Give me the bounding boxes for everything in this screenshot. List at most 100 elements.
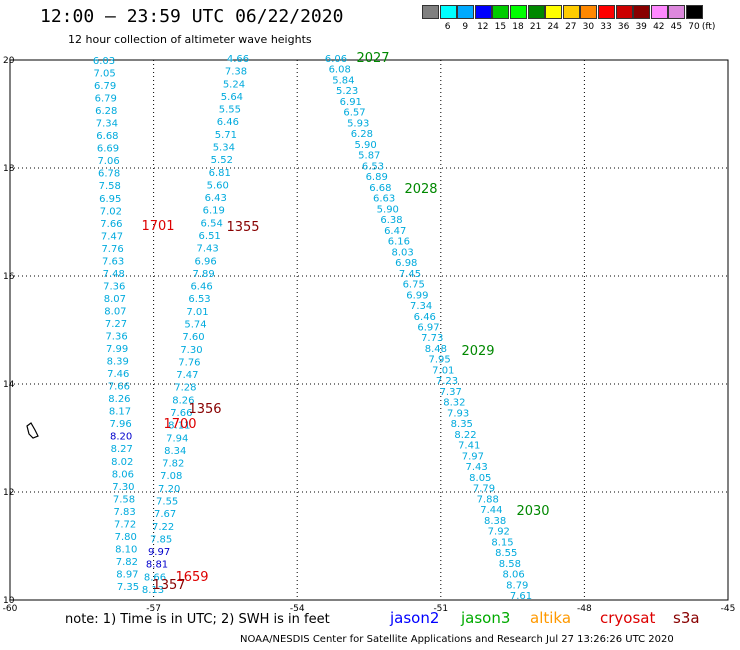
track-c-value: 5.84 — [332, 75, 354, 86]
pass-label-1357: 1357 — [152, 578, 185, 593]
legend-swatch — [510, 5, 527, 19]
legend-swatch — [668, 5, 686, 19]
legend-swatch — [562, 5, 580, 19]
track-a-value: 7.96 — [109, 419, 131, 430]
track-c-value: 8.55 — [495, 548, 517, 559]
sat-cryosat: cryosat — [600, 609, 656, 627]
track-c-value: 8.03 — [391, 247, 413, 258]
track-a-value: 6.95 — [99, 194, 121, 205]
x-tick-label: -45 — [721, 604, 736, 614]
map-frame — [9, 59, 729, 601]
track-b-value: 6.51 — [199, 231, 221, 242]
page-title: 12:00 – 23:59 UTC 06/22/2020 — [40, 6, 344, 27]
legend-swatch — [615, 5, 633, 19]
legend-label: 36 — [617, 22, 630, 32]
track-a-value: 8.20 — [110, 432, 132, 443]
y-tick-label: 14 — [3, 380, 15, 390]
track-c-value: 8.32 — [443, 398, 465, 409]
track-a-value: 8.10 — [115, 544, 137, 555]
track-a-value: 7.58 — [99, 181, 121, 192]
track-c-value: 5.87 — [358, 151, 380, 162]
track-c-value: 6.16 — [388, 237, 410, 248]
pass-label-1356: 1356 — [188, 402, 221, 417]
track-c-value: 6.68 — [369, 183, 391, 194]
track-a-value: 7.35 — [117, 582, 139, 593]
track-c-value: 6.46 — [414, 312, 436, 323]
track-a-value: 8.02 — [111, 457, 133, 468]
footer-note: note: 1) Time is in UTC; 2) SWH is in fe… — [65, 612, 330, 627]
track-c-value: 6.75 — [403, 280, 425, 291]
track-b-value: 7.01 — [186, 307, 208, 318]
track-c-value: 8.05 — [469, 473, 491, 484]
legend-label: 15 — [494, 22, 507, 32]
track-a-value: 8.26 — [108, 394, 130, 405]
x-tick-label: -60 — [3, 604, 18, 614]
track-c-value: 8.79 — [506, 580, 528, 591]
track-c-value: 5.23 — [336, 86, 358, 97]
track-b-value: 5.71 — [215, 130, 237, 141]
track-b-value: 8.13 — [142, 585, 164, 596]
legend-label: 27 — [565, 22, 577, 32]
track-a-value: 7.30 — [112, 482, 134, 493]
pass-label-1355: 1355 — [226, 220, 259, 235]
track-c-value: 6.89 — [366, 172, 388, 183]
pass-label-2027: 2027 — [356, 51, 389, 66]
legend-label: 9 — [462, 22, 469, 32]
legend-label: 24 — [547, 22, 559, 32]
track-b-value: 7.28 — [174, 383, 196, 394]
legend-swatch — [633, 5, 651, 19]
track-a-value: 7.36 — [103, 281, 125, 292]
track-a-value: 6.79 — [94, 81, 116, 92]
track-a-value: 6.28 — [95, 106, 117, 117]
legend-swatch — [686, 5, 703, 19]
track-c-value: 6.28 — [351, 129, 373, 140]
legend-swatch — [457, 5, 475, 19]
legend-swatch — [492, 5, 510, 19]
track-b-value: 6.53 — [188, 294, 210, 305]
track-b-value: 7.55 — [156, 497, 178, 508]
track-c-value: 8.06 — [502, 570, 524, 581]
track-c-value: 6.06 — [325, 54, 347, 65]
legend-swatch — [474, 5, 492, 19]
legend-label: 6 — [444, 22, 451, 32]
track-a-value: 7.06 — [97, 156, 119, 167]
legend-label: 42 — [653, 22, 665, 32]
track-b-value: 5.64 — [221, 92, 243, 103]
track-b-value: 7.30 — [180, 345, 202, 356]
track-b-value: 6.96 — [194, 256, 216, 267]
legend-label: 45 — [670, 22, 683, 32]
legend-swatch — [580, 5, 598, 19]
track-c-value: 7.45 — [399, 269, 421, 280]
legend-label: 39 — [635, 22, 647, 32]
sat-altika: altika — [530, 609, 572, 627]
y-tick-label: 16 — [3, 272, 15, 282]
track-b-value: 7.22 — [152, 522, 174, 533]
track-b-value: 5.52 — [211, 155, 233, 166]
pass-label-2028: 2028 — [404, 182, 437, 197]
track-c-value: 7.93 — [447, 408, 469, 419]
track-c-value: 7.61 — [510, 591, 532, 602]
track-a-value: 7.34 — [96, 119, 118, 130]
track-a-value: 8.06 — [112, 469, 134, 480]
track-a-value: 7.83 — [113, 507, 135, 518]
track-b-value: 7.38 — [225, 67, 247, 78]
track-c-value: 8.35 — [451, 419, 473, 430]
track-a-value: 7.27 — [105, 319, 127, 330]
track-b-value: 7.67 — [154, 509, 176, 520]
track-c-value: 8.48 — [425, 344, 447, 355]
legend-swatch — [527, 5, 545, 19]
track-a-value: 8.39 — [107, 357, 129, 368]
track-a-value: 7.47 — [101, 231, 123, 242]
track-a-value: 6.68 — [96, 131, 118, 142]
island-outline — [26, 422, 39, 439]
legend-swatch — [439, 5, 457, 19]
track-c-value: 5.90 — [377, 204, 399, 215]
track-a-value: 7.66 — [108, 382, 130, 393]
track-b-value: 8.81 — [146, 560, 168, 571]
track-a-value: 7.36 — [105, 332, 127, 343]
track-a-value: 8.27 — [111, 444, 133, 455]
legend-label: 12 — [477, 22, 489, 32]
track-b-value: 6.43 — [205, 193, 227, 204]
track-a-value: 7.02 — [100, 206, 122, 217]
track-c-value: 6.63 — [373, 194, 395, 205]
